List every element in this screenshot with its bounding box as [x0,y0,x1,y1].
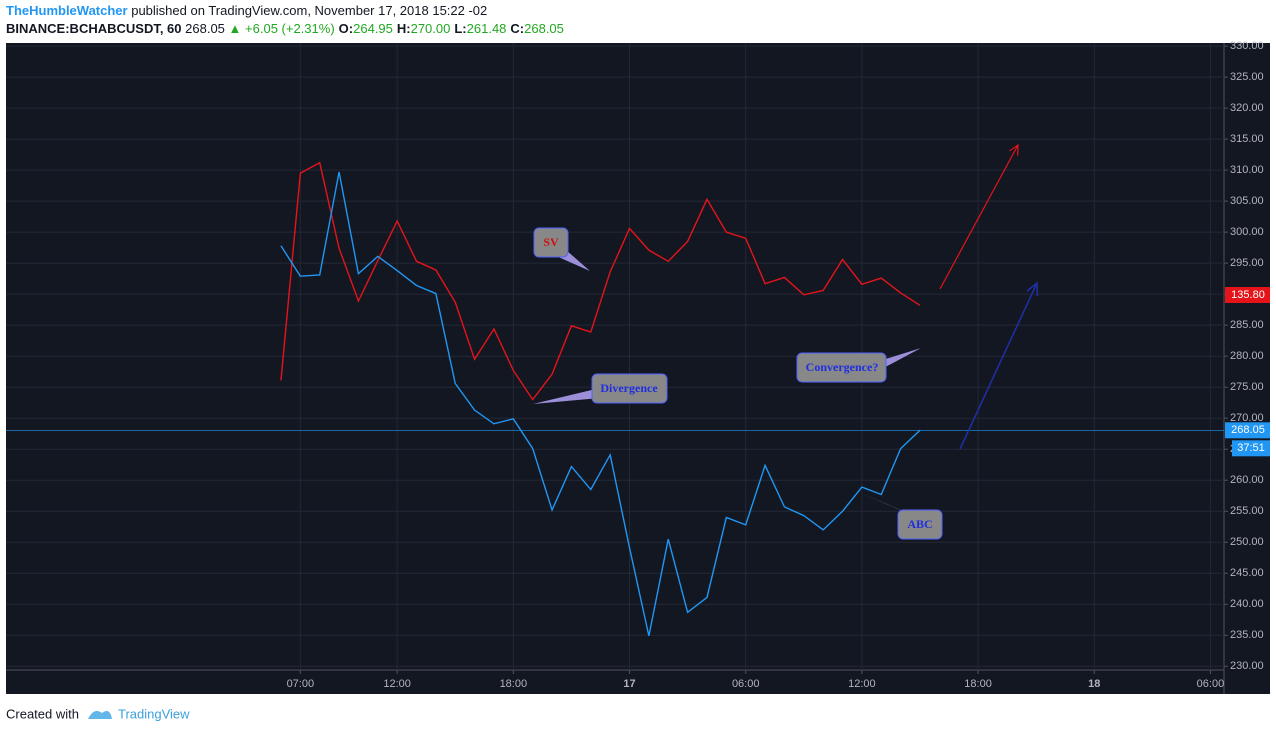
series-line [280,171,921,637]
y-tick-label: 270.00 [1230,412,1264,424]
created-with: Created with [6,706,79,721]
ohlc: O:264.95 H:270.00 L:261.48 C:268.05 [339,21,564,36]
arrow-up-red [939,145,1018,290]
x-tick-label: 06:00 [1197,678,1225,690]
callout-divergence: Divergence [533,373,668,404]
plot [6,161,1224,637]
ohlc-key: O: [339,21,353,36]
ohlc-key: C: [510,21,524,36]
chart-bg [6,43,1270,694]
annotation: ABC [907,517,932,531]
callout-abc: ABC [863,494,943,540]
price-label: 135.80 [1231,289,1265,301]
price-label: 268.05 [1231,424,1265,436]
ohlc-key: L: [454,21,466,36]
x-tick-label: 17 [623,678,635,690]
y-tick-label: 285.00 [1230,319,1264,331]
annotation: Convergence? [806,360,879,374]
y-tick-label: 275.00 [1230,381,1264,393]
published: published on TradingView.com, November 1… [131,3,487,18]
author[interactable]: TheHumbleWatcher [6,3,128,18]
y-tick-label: 260.00 [1230,474,1264,486]
ohlc-value: 261.48 [467,21,507,36]
grid [6,43,1224,670]
countdown-bg [1232,440,1270,457]
legend: BINANCE:BCHABCUSDT, 60 268.05 ▲ +6.05 (+… [6,21,564,36]
x-tick-label: 07:00 [287,678,315,690]
y-tick-label: 280.00 [1230,350,1264,362]
ohlc-key: H: [397,21,411,36]
ohlc-value: 270.00 [411,21,451,36]
x-tick-label: 12:00 [383,678,411,690]
footer: Created with TradingView [6,706,190,721]
y-tick-label: 240.00 [1230,598,1264,610]
y-tick-label: 325.00 [1230,71,1264,83]
x-tick-label: 06:00 [732,678,760,690]
y-tick-label: 295.00 [1230,257,1264,269]
y-tick-label: 245.00 [1230,567,1264,579]
countdown: 37:51 [1237,442,1265,454]
header: TheHumbleWatcher published on TradingVie… [6,3,487,18]
callout-convergence: Convergence? [796,348,921,383]
last: 268.05 [185,21,225,36]
y-tick-label: 300.00 [1230,226,1264,238]
annotation: Divergence [600,381,658,395]
y-tick-label: 250.00 [1230,536,1264,548]
symbol: BINANCE:BCHABCUSDT, 60 [6,21,182,36]
change: +6.05 (+2.31%) [245,21,335,36]
ohlc-value: 268.05 [524,21,564,36]
y-tick-label: 255.00 [1230,505,1264,517]
y-tick-label: 315.00 [1230,133,1264,145]
y-tick-label: 330.00 [1230,40,1264,52]
y-tick-label: 230.00 [1230,660,1264,672]
y-tick-label: 310.00 [1230,164,1264,176]
up-icon: ▲ [229,21,242,36]
axes: 230.00 235.00 240.00 245.00 250.00 255.00 260.… [287,40,1270,690]
x-tick-label: 12:00 [848,678,876,690]
x-tick-label: 18 [1088,678,1100,690]
price-label-bg [1225,287,1270,303]
arrow-up-blue [959,283,1037,450]
annotation: SV [543,235,559,249]
price-label-bg [1225,422,1270,439]
ohlc-value: 264.95 [353,21,393,36]
x-tick-label: 18:00 [964,678,992,690]
y-tick-label: 305.00 [1230,195,1264,207]
y-tick-label: 235.00 [1230,629,1264,641]
series-line [280,161,921,401]
brand[interactable]: TradingView [118,706,190,721]
y-tick-label: 320.00 [1230,102,1264,114]
x-tick-label: 18:00 [500,678,528,690]
logo [88,711,112,719]
callout-sv: SV [533,227,590,271]
